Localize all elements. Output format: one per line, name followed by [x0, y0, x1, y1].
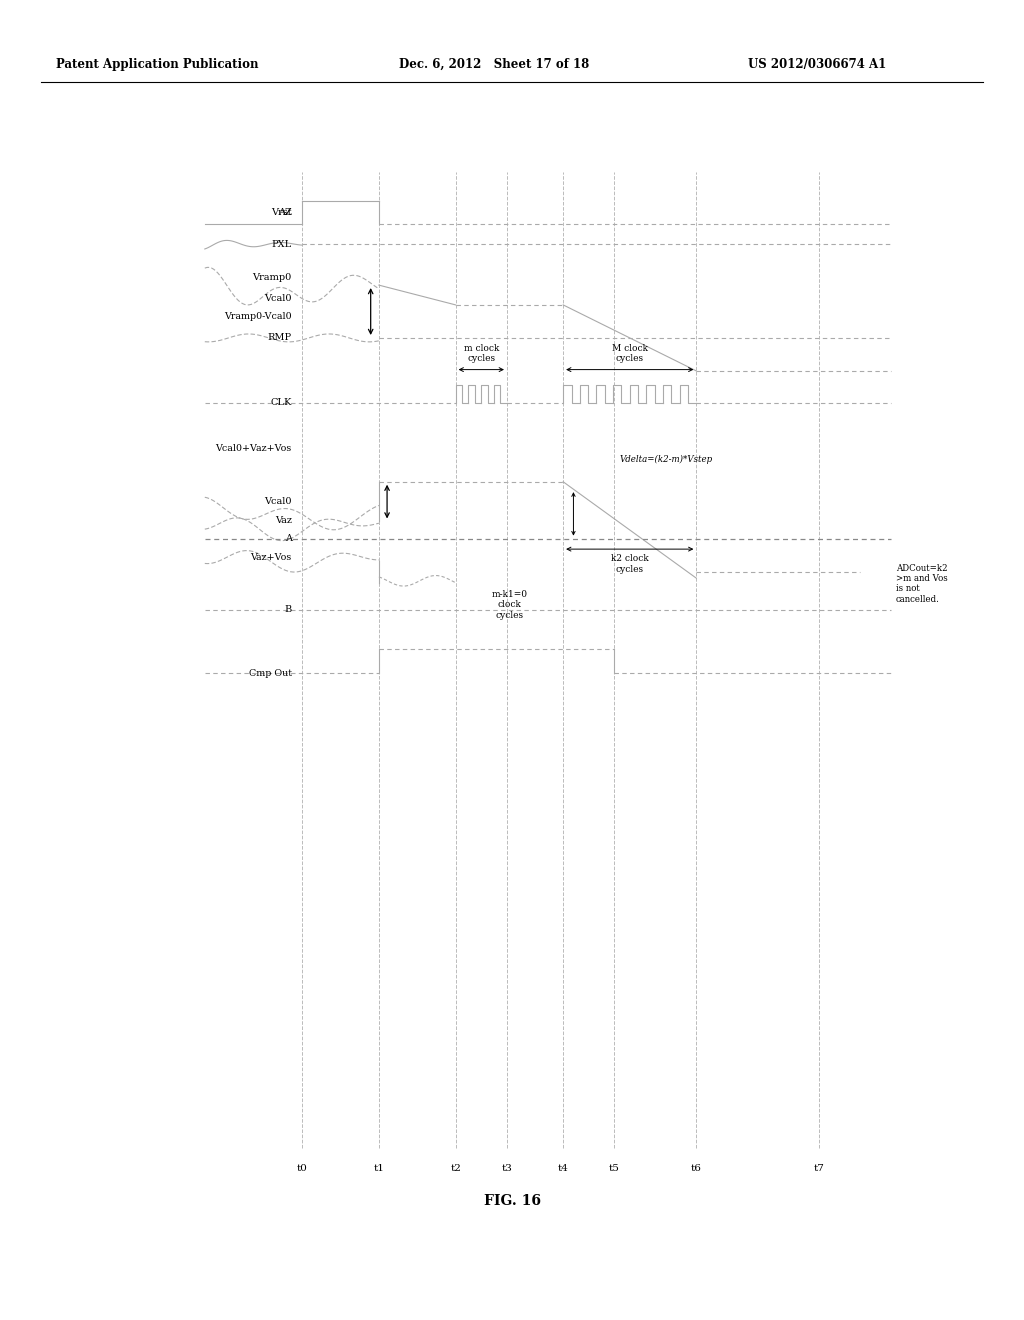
Text: Vaz: Vaz [274, 516, 292, 524]
Text: US 2012/0306674 A1: US 2012/0306674 A1 [748, 58, 886, 71]
Text: Vramp0: Vramp0 [253, 273, 292, 281]
Text: Patent Application Publication: Patent Application Publication [56, 58, 259, 71]
Text: t3: t3 [502, 1164, 512, 1173]
Text: AZ: AZ [278, 209, 292, 216]
Text: Cmp Out: Cmp Out [249, 669, 292, 677]
Text: A: A [285, 535, 292, 543]
Text: m-k1=0
clock
cycles: m-k1=0 clock cycles [492, 590, 527, 620]
Text: t2: t2 [451, 1164, 461, 1173]
Text: RMP: RMP [267, 334, 292, 342]
Text: B: B [285, 606, 292, 614]
Text: t4: t4 [558, 1164, 568, 1173]
Text: Vcal0+Vaz+Vos: Vcal0+Vaz+Vos [216, 445, 292, 453]
Text: t1: t1 [374, 1164, 384, 1173]
Text: M clock
cycles: M clock cycles [611, 343, 648, 363]
Text: Vramp0-Vcal0: Vramp0-Vcal0 [224, 313, 292, 321]
Text: PXL: PXL [271, 240, 292, 248]
Text: t6: t6 [691, 1164, 701, 1173]
Text: Dec. 6, 2012   Sheet 17 of 18: Dec. 6, 2012 Sheet 17 of 18 [399, 58, 590, 71]
Text: CLK: CLK [270, 399, 292, 407]
Text: Vcal0: Vcal0 [264, 498, 292, 506]
Text: Vrst: Vrst [271, 209, 292, 216]
Text: m clock
cycles: m clock cycles [464, 343, 499, 363]
Text: t7: t7 [814, 1164, 824, 1173]
Text: Vcal0: Vcal0 [264, 294, 292, 302]
Text: t5: t5 [609, 1164, 620, 1173]
Text: Vaz+Vos: Vaz+Vos [251, 553, 292, 561]
Text: ADCout=k2
>m and Vos
is not
cancelled.: ADCout=k2 >m and Vos is not cancelled. [896, 564, 948, 603]
Text: Vdelta=(k2-m)*Vstep: Vdelta=(k2-m)*Vstep [620, 455, 713, 463]
Text: FIG. 16: FIG. 16 [483, 1195, 541, 1208]
Text: t0: t0 [297, 1164, 307, 1173]
Text: k2 clock
cycles: k2 clock cycles [611, 554, 648, 574]
